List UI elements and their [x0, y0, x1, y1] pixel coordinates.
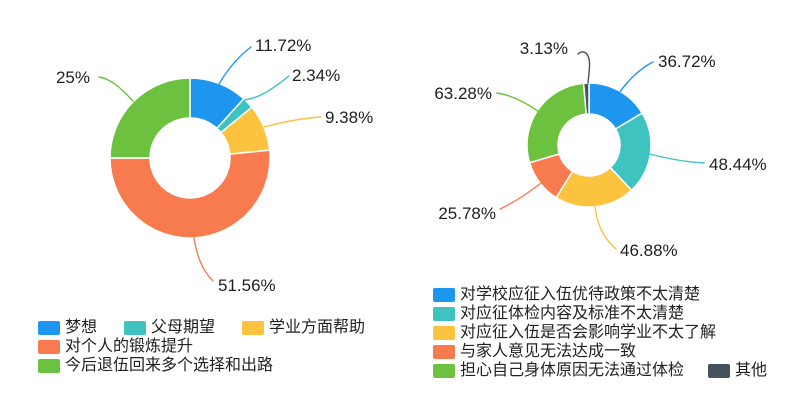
donut-0-callout-line-4	[98, 76, 134, 102]
legend-swatch-icon	[433, 345, 455, 359]
legend-swatch-icon	[124, 321, 147, 335]
legend-row: 担心自己身体原因无法通过体检 其他	[433, 362, 767, 380]
donut-0-slice-4[interactable]	[109, 77, 191, 159]
legend-swatch-icon	[433, 364, 455, 378]
donut-1-slice-4[interactable]	[526, 82, 588, 164]
donut-1-callout-line-4	[496, 92, 540, 113]
legend-row: 对学校应征入伍优待政策不太清楚	[433, 286, 767, 304]
legend-0-item-3[interactable]: 对个人的锻炼提升	[38, 338, 193, 356]
legend-swatch-icon	[38, 321, 60, 335]
legend-row: 今后退伍回来多个选择和出路	[38, 357, 365, 375]
legend-row: 对应征入伍是否会影响学业不太了解	[433, 324, 767, 342]
legend-swatch-icon	[38, 340, 60, 354]
legend-label: 与家人意见无法达成一致	[460, 343, 637, 360]
legend-label: 对应征体检内容及标准不太清楚	[460, 305, 685, 322]
donut-1-callout-line-3	[499, 182, 542, 210]
legend-label: 其他	[735, 362, 768, 379]
legend-1-item-1[interactable]: 对应征体检内容及标准不太清楚	[433, 305, 684, 323]
legend-swatch-icon	[38, 359, 60, 373]
legend-0-item-2[interactable]: 学业方面帮助	[242, 319, 365, 337]
legend-label: 梦想	[65, 319, 98, 336]
donut-0-callout-line-1	[244, 75, 290, 101]
left-chart-legend: 梦想 父母期望 学业方面帮助对个人的锻炼提升今后退伍回来多个选择和出路	[38, 319, 365, 376]
donut-1-slice-5[interactable]	[582, 82, 590, 115]
legend-label: 对个人的锻炼提升	[65, 338, 194, 355]
legend-label: 今后退伍回来多个选择和出路	[65, 357, 274, 374]
legend-label: 父母期望	[151, 319, 216, 336]
legend-1-item-5[interactable]: 其他	[708, 362, 767, 380]
donut-1-callout-line-2	[594, 206, 617, 250]
donut-1-callout-line-0	[618, 61, 654, 94]
legend-1-item-3[interactable]: 与家人意见无法达成一致	[433, 343, 636, 361]
legend-0-item-1[interactable]: 父母期望	[124, 319, 215, 337]
legend-row: 梦想 父母期望 学业方面帮助	[38, 319, 365, 337]
legend-0-item-4[interactable]: 今后退伍回来多个选择和出路	[38, 357, 273, 375]
legend-label: 对学校应征入伍优待政策不太清楚	[460, 286, 701, 303]
legend-row: 对应征体检内容及标准不太清楚	[433, 305, 767, 323]
donut-1-callout-line-5	[577, 51, 591, 84]
legend-row: 与家人意见无法达成一致	[433, 343, 767, 361]
donut-0-slice-3[interactable]	[109, 149, 271, 239]
legend-swatch-icon	[708, 364, 731, 378]
legend-0-item-0[interactable]: 梦想	[38, 319, 97, 337]
right-chart-legend: 对学校应征入伍优待政策不太清楚 对应征体检内容及标准不太清楚对应征入伍是否会影响学…	[433, 286, 767, 381]
legend-label: 担心自己身体原因无法通过体检	[460, 362, 685, 379]
legend-swatch-icon	[242, 321, 265, 335]
legend-1-item-2[interactable]: 对应征入伍是否会影响学业不太了解	[433, 324, 716, 342]
legend-1-item-0[interactable]: 对学校应征入伍优待政策不太清楚	[433, 286, 700, 304]
legend-swatch-icon	[433, 288, 455, 302]
legend-swatch-icon	[433, 307, 455, 321]
legend-swatch-icon	[433, 326, 455, 340]
donut-0-callout-line-0	[218, 46, 252, 85]
donut-1-callout-line-1	[649, 153, 705, 164]
legend-label: 对应征入伍是否会影响学业不太了解	[460, 324, 717, 341]
donut-0-callout-line-2	[263, 116, 322, 128]
donut-0-callout-line-3	[193, 237, 214, 282]
legend-label: 学业方面帮助	[269, 319, 366, 336]
legend-row: 对个人的锻炼提升	[38, 338, 365, 356]
legend-1-item-4[interactable]: 担心自己身体原因无法通过体检	[433, 362, 684, 380]
